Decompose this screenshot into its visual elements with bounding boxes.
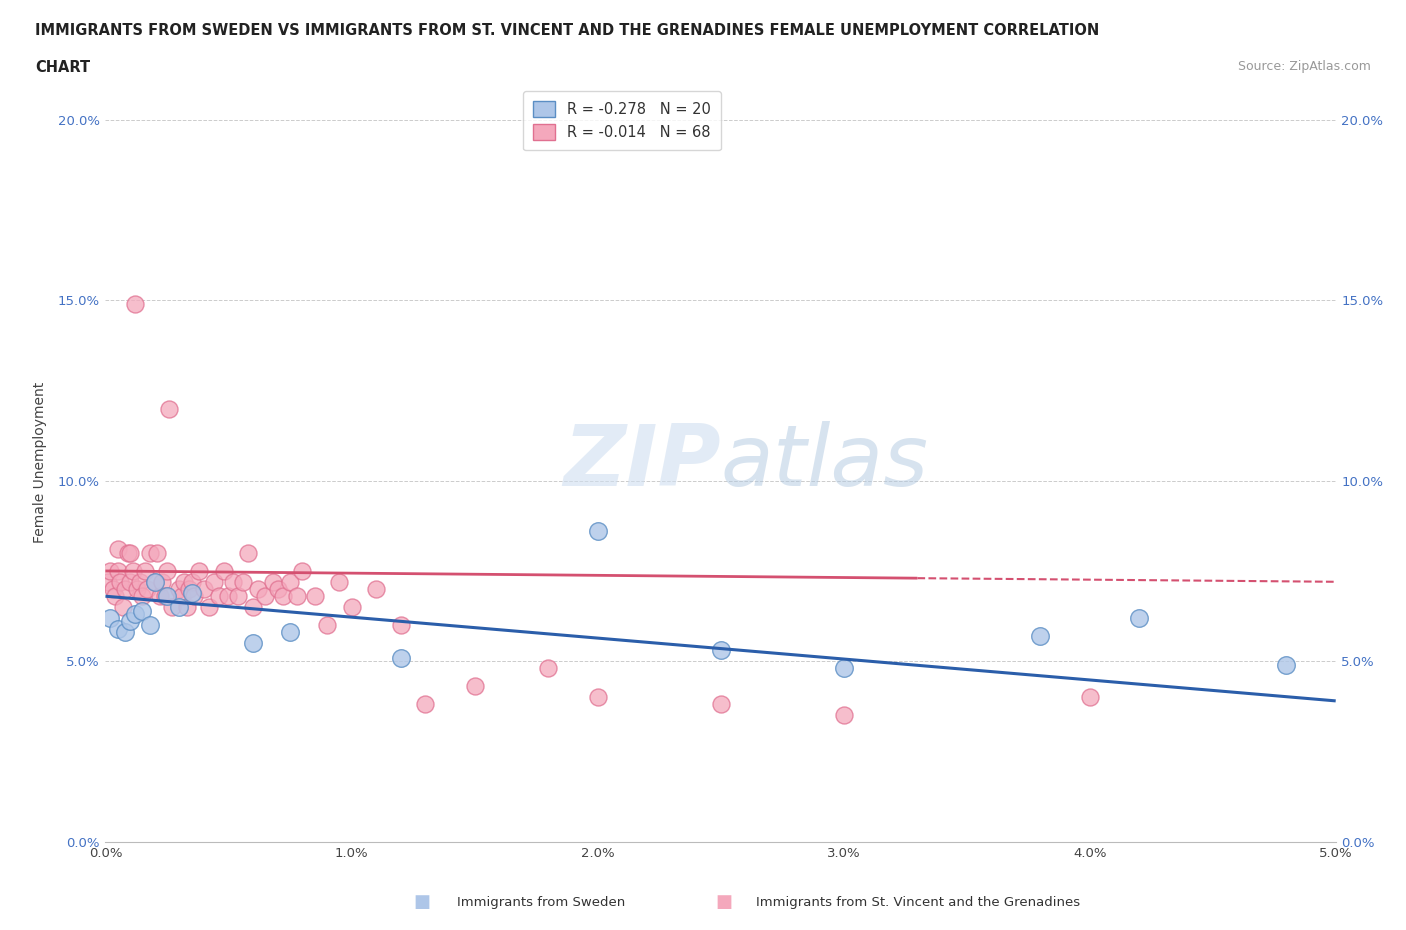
- Point: [120, 614, 141, 629]
- Point: [202, 575, 225, 590]
- Point: [150, 575, 173, 590]
- Point: [832, 661, 855, 676]
- Point: [170, 589, 193, 604]
- Point: [415, 698, 437, 712]
- Point: [340, 600, 363, 615]
- Text: ■: ■: [716, 893, 733, 911]
- Point: [208, 589, 231, 604]
- Point: [121, 564, 143, 578]
- Point: [143, 575, 166, 590]
- Point: [104, 589, 127, 604]
- Point: [1078, 690, 1101, 705]
- Point: [131, 604, 153, 618]
- Point: [315, 618, 337, 632]
- Point: [136, 581, 159, 596]
- Point: [107, 621, 129, 636]
- Point: [586, 524, 609, 538]
- Point: [197, 600, 219, 615]
- Point: [710, 643, 733, 658]
- Point: [232, 575, 254, 590]
- Point: [139, 618, 162, 632]
- Point: [98, 564, 122, 578]
- Point: [131, 589, 153, 604]
- Point: [114, 625, 136, 640]
- Point: [179, 581, 201, 596]
- Point: [139, 546, 162, 561]
- Point: [254, 589, 277, 604]
- Point: [710, 698, 733, 712]
- Point: [156, 589, 179, 604]
- Point: [222, 575, 245, 590]
- Point: [176, 600, 198, 615]
- Point: [291, 564, 314, 578]
- Point: [464, 679, 486, 694]
- Point: [271, 589, 294, 604]
- Point: [389, 650, 412, 665]
- Point: [134, 564, 156, 578]
- Text: Immigrants from Sweden: Immigrants from Sweden: [457, 896, 626, 909]
- Point: [98, 610, 122, 625]
- Point: [143, 575, 166, 590]
- Point: [101, 581, 124, 596]
- Point: [107, 564, 129, 578]
- Point: [169, 600, 191, 615]
- Point: [228, 589, 250, 604]
- Point: [160, 600, 183, 615]
- Point: [537, 661, 560, 676]
- Point: [1128, 610, 1150, 625]
- Text: IMMIGRANTS FROM SWEDEN VS IMMIGRANTS FROM ST. VINCENT AND THE GRENADINES FEMALE : IMMIGRANTS FROM SWEDEN VS IMMIGRANTS FRO…: [35, 23, 1099, 38]
- Text: atlas: atlas: [721, 421, 928, 504]
- Point: [124, 607, 146, 622]
- Text: Immigrants from St. Vincent and the Grenadines: Immigrants from St. Vincent and the Gren…: [756, 896, 1081, 909]
- Point: [304, 589, 326, 604]
- Point: [127, 581, 149, 596]
- Point: [366, 581, 388, 596]
- Point: [389, 618, 412, 632]
- Text: CHART: CHART: [35, 60, 90, 75]
- Point: [188, 564, 211, 578]
- Point: [124, 297, 146, 312]
- Point: [267, 581, 290, 596]
- Point: [218, 589, 240, 604]
- Point: [287, 589, 309, 604]
- Point: [129, 575, 152, 590]
- Point: [586, 690, 609, 705]
- Point: [180, 575, 202, 590]
- Point: [832, 708, 855, 723]
- Point: [1275, 658, 1298, 672]
- Point: [212, 564, 235, 578]
- Point: [149, 589, 172, 604]
- Point: [183, 589, 205, 604]
- Point: [110, 575, 132, 590]
- Point: [111, 600, 134, 615]
- Point: [193, 581, 215, 596]
- Text: ZIP: ZIP: [562, 421, 721, 504]
- Point: [242, 636, 264, 651]
- Point: [242, 600, 264, 615]
- Point: [153, 589, 176, 604]
- Text: ■: ■: [413, 893, 430, 911]
- Point: [173, 575, 195, 590]
- Y-axis label: Female Unemployment: Female Unemployment: [32, 382, 46, 543]
- Point: [328, 575, 350, 590]
- Point: [278, 625, 301, 640]
- Point: [278, 575, 301, 590]
- Point: [159, 401, 180, 416]
- Point: [1029, 629, 1052, 644]
- Point: [114, 581, 136, 596]
- Point: [247, 581, 270, 596]
- Point: [120, 546, 141, 561]
- Point: [156, 564, 179, 578]
- Point: [120, 575, 141, 590]
- Point: [97, 575, 120, 590]
- Point: [180, 585, 202, 600]
- Legend: R = -0.278   N = 20, R = -0.014   N = 68: R = -0.278 N = 20, R = -0.014 N = 68: [523, 91, 721, 151]
- Point: [169, 581, 191, 596]
- Point: [262, 575, 284, 590]
- Point: [236, 546, 260, 561]
- Point: [117, 546, 139, 561]
- Point: [146, 546, 169, 561]
- Text: Source: ZipAtlas.com: Source: ZipAtlas.com: [1237, 60, 1371, 73]
- Point: [107, 542, 129, 557]
